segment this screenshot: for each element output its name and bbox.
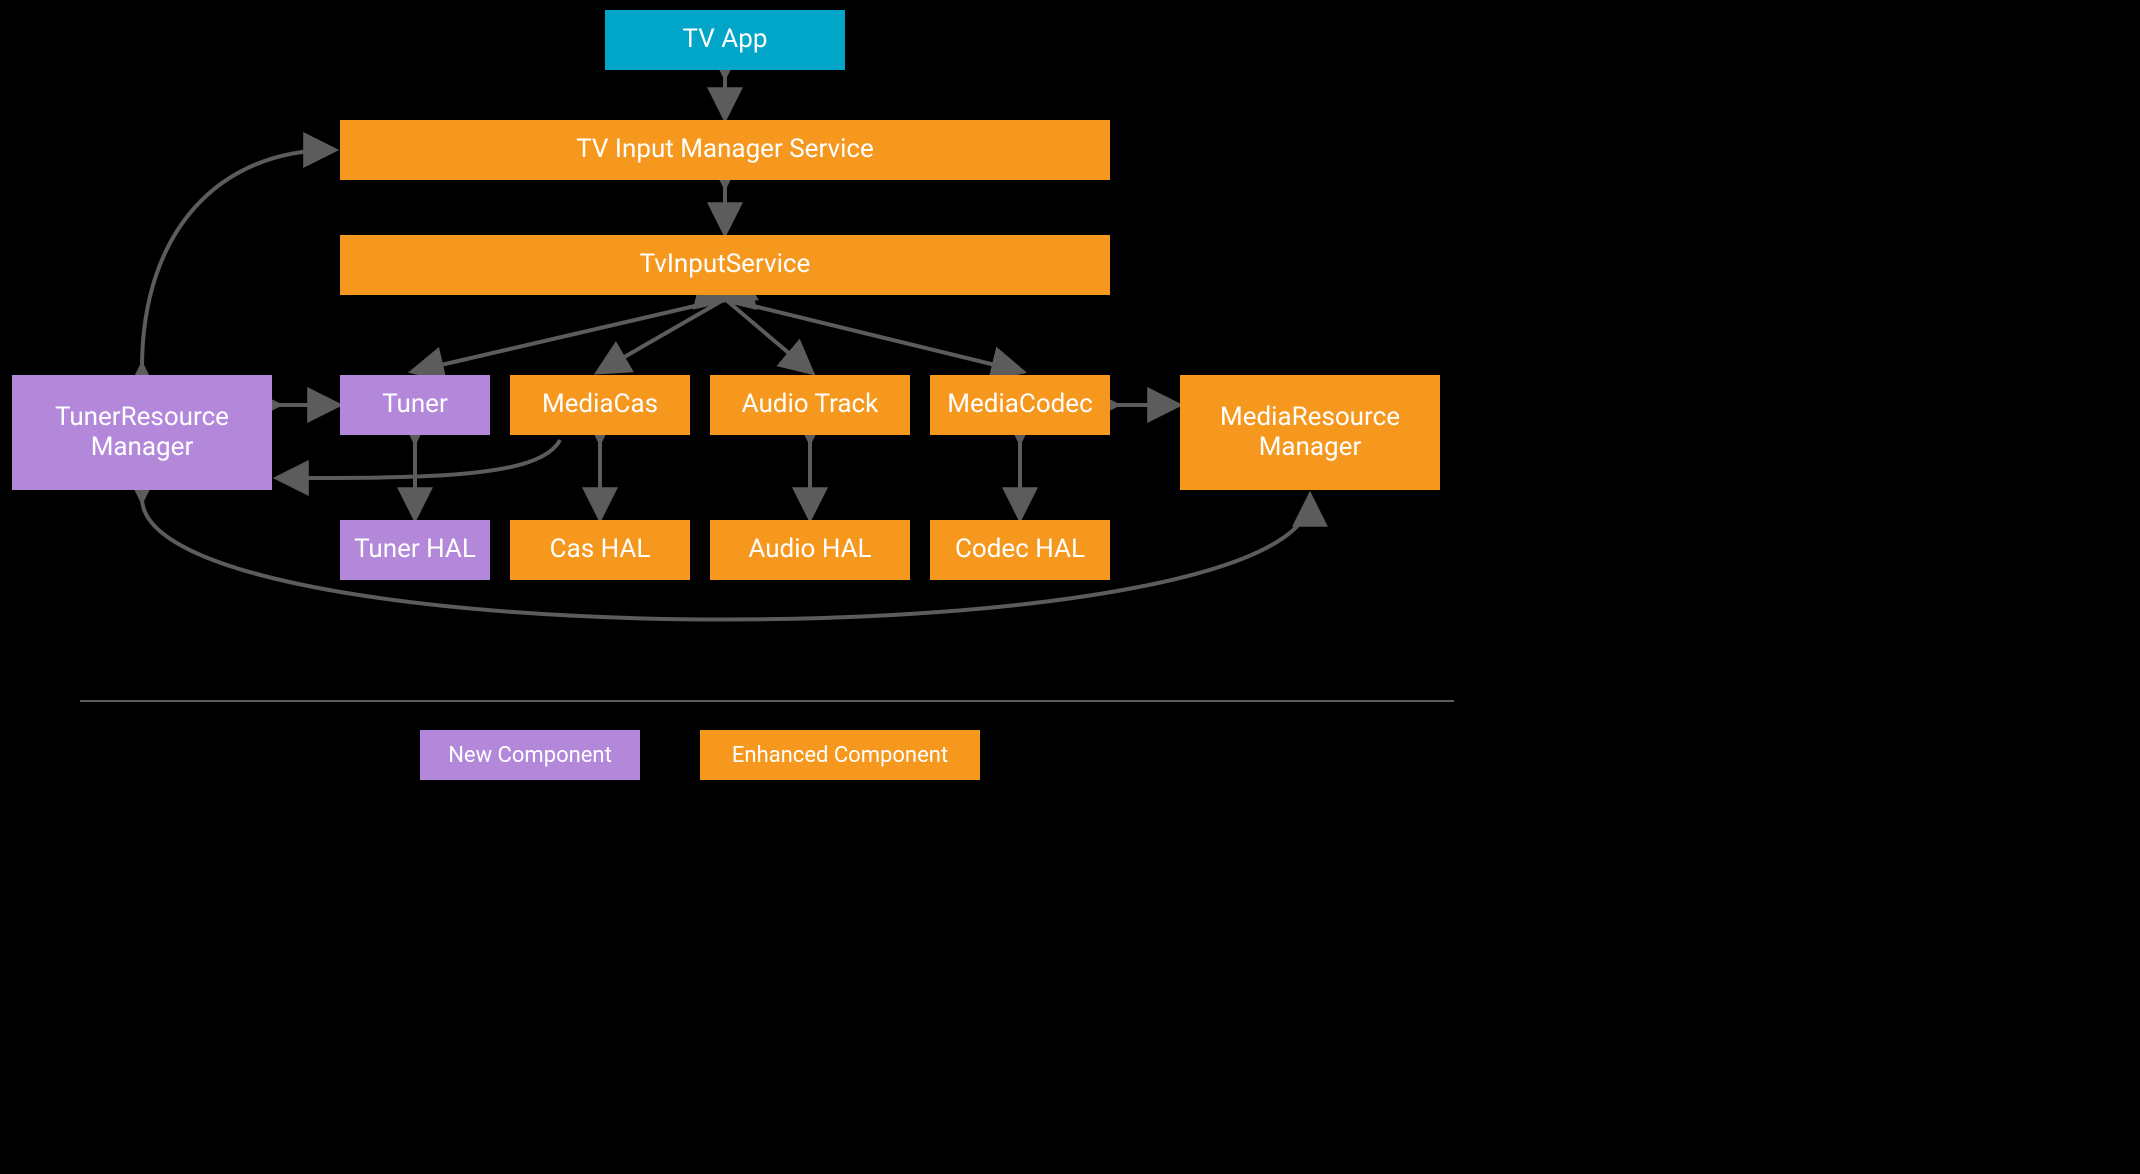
edge-curve (142, 150, 332, 368)
edge-tv-input-svc-tuner (415, 299, 725, 371)
node-media-res-mgr: MediaResourceManager (1180, 375, 1440, 490)
node-tuner: Tuner (340, 375, 490, 435)
node-cas-hal: Cas HAL (510, 520, 690, 580)
legend-row: New Component Enhanced Component (420, 730, 980, 780)
node-tv-input-mgr: TV Input Manager Service (340, 120, 1110, 180)
edge-tv-input-svc-media-codec (725, 299, 1020, 371)
edge-tv-input-svc-media-cas (600, 299, 725, 371)
node-media-cas: MediaCas (510, 375, 690, 435)
legend-enhanced-component: Enhanced Component (700, 730, 980, 780)
node-audio-hal: Audio HAL (710, 520, 910, 580)
node-tv-input-svc: TvInputService (340, 235, 1110, 295)
diagram-stage: New Component Enhanced Component TV App TV… (0, 0, 1534, 812)
node-tuner-hal: Tuner HAL (340, 520, 490, 580)
node-audio-track: Audio Track (710, 375, 910, 435)
node-media-codec: MediaCodec (930, 375, 1110, 435)
node-tv-app: TV App (605, 10, 845, 70)
edge-tv-input-svc-audio-track (725, 299, 810, 371)
edge-curve (280, 440, 560, 478)
legend-divider (80, 700, 1454, 702)
node-codec-hal: Codec HAL (930, 520, 1110, 580)
node-tuner-res-mgr: TunerResourceManager (12, 375, 272, 490)
legend-new-component: New Component (420, 730, 640, 780)
